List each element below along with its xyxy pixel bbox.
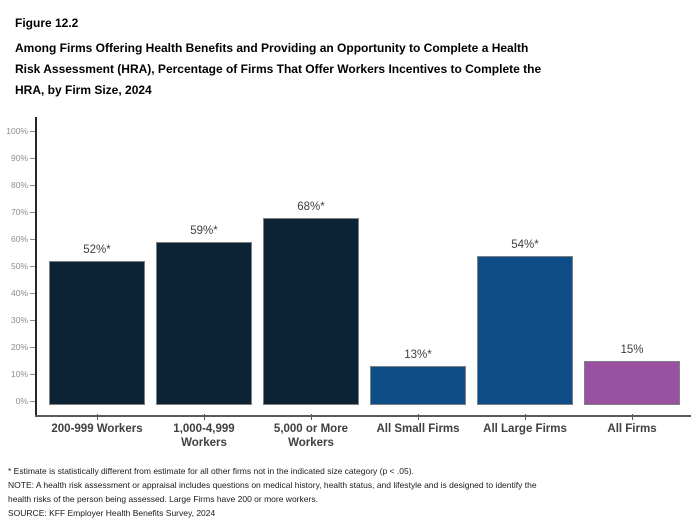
x-axis-label: All Firms [607, 423, 657, 435]
y-axis-tick [30, 374, 35, 375]
x-axis-tick [96, 414, 98, 420]
figure-header: Figure 12.2 Among Firms Offering Health … [15, 15, 683, 101]
x-axis-tick [310, 414, 312, 420]
x-axis-label: All Large Firms [483, 423, 567, 435]
y-axis-tick-label: 70% [10, 207, 28, 217]
y-axis-tick-label: 30% [10, 315, 28, 325]
y-axis-tick-label: 50% [10, 261, 28, 271]
figure-footnotes: * Estimate is statistically different fr… [8, 464, 688, 520]
x-axis-line [35, 415, 691, 417]
bar-value-label: 15% [620, 344, 644, 356]
y-axis-tick-label: 20% [10, 342, 28, 352]
bar [584, 361, 680, 405]
y-axis-tick-label: 80% [10, 180, 28, 190]
y-axis-tick [30, 320, 35, 321]
y-axis-tick-label: 90% [10, 153, 28, 163]
footnote-source: SOURCE: KFF Employer Health Benefits Sur… [8, 508, 216, 518]
bar-value-label: 68%* [297, 200, 325, 213]
footnote-note: NOTE: A health risk assessment or apprai… [8, 480, 537, 504]
y-axis-tick [30, 347, 35, 348]
figure-number: Figure 12.2 [15, 16, 79, 30]
bar [477, 255, 573, 405]
footnote-estimate: * Estimate is statistically different fr… [8, 466, 414, 476]
y-axis-tick [30, 185, 35, 186]
y-axis-tick [30, 266, 35, 267]
bar [49, 261, 145, 405]
bar [370, 366, 466, 405]
y-axis-tick [30, 239, 35, 240]
y-axis-tick-label: 100% [6, 126, 28, 136]
bar-value-label: 13%* [404, 349, 432, 362]
y-axis-tick [30, 131, 35, 132]
y-axis-tick [30, 293, 35, 294]
x-axis-label: 200-999 Workers [51, 423, 143, 435]
x-axis-label: All Small Firms [376, 423, 460, 435]
y-axis-tick-label: 0% [15, 396, 28, 406]
y-axis-tick [30, 158, 35, 159]
x-axis-label: 1,000-4,999 Workers [173, 423, 235, 449]
y-axis-tick-label: 10% [10, 369, 28, 379]
y-axis-tick [30, 212, 35, 213]
figure-title: Among Firms Offering Health Benefits and… [15, 41, 542, 97]
y-axis-tick [30, 401, 35, 402]
bar-value-label: 52%* [83, 244, 111, 257]
bar-value-label: 54%* [511, 238, 539, 251]
x-axis-tick [631, 414, 633, 420]
x-axis-tick [417, 414, 419, 420]
bar [263, 217, 359, 405]
bar [156, 242, 252, 405]
y-axis-tick-label: 60% [10, 234, 28, 244]
y-axis-line [35, 117, 37, 417]
x-axis-tick [203, 414, 205, 420]
bar-value-label: 59%* [190, 225, 218, 238]
x-axis-tick [524, 414, 526, 420]
x-axis-label: 5,000 or More Workers [273, 423, 349, 449]
y-axis-tick-label: 40% [10, 288, 28, 298]
